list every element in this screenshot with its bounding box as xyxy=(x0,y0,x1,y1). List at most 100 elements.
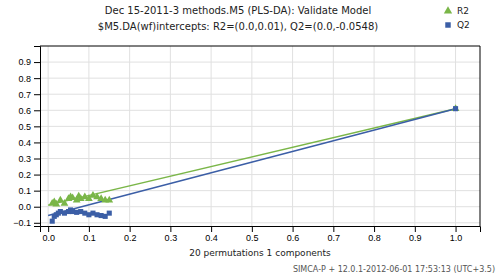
tick-label: 0.8 xyxy=(368,233,381,243)
grid-line xyxy=(40,222,480,223)
tick-label: 0.0 xyxy=(18,202,31,212)
tick-mark xyxy=(34,110,40,111)
legend-entry: Q2 xyxy=(457,20,470,30)
tick-label: 0.6 xyxy=(287,233,300,243)
tick: 0.5 xyxy=(18,122,40,132)
grid-line xyxy=(40,142,480,143)
tick-mark xyxy=(34,175,40,176)
tick-mark xyxy=(48,226,49,232)
line xyxy=(48,109,455,216)
tick-label: 0.7 xyxy=(18,90,31,100)
frame xyxy=(480,46,481,226)
tick: −0.1 xyxy=(13,218,40,228)
legend-symbol xyxy=(445,22,450,27)
tick-mark xyxy=(456,226,457,232)
tick-mark xyxy=(211,226,212,232)
tick: 0.9 xyxy=(18,57,40,67)
tick-label: 0.9 xyxy=(409,233,422,243)
frame xyxy=(40,46,480,47)
tick-label: 0.7 xyxy=(328,233,341,243)
tick-label: 0.2 xyxy=(124,233,137,243)
grid-line xyxy=(374,46,375,226)
tick-mark xyxy=(89,226,90,232)
grid-line xyxy=(48,46,49,226)
grid-line xyxy=(40,110,480,111)
tick-label: 0.5 xyxy=(246,233,259,243)
tick-mark xyxy=(34,191,40,192)
point xyxy=(50,219,55,224)
tick: 0.9 xyxy=(409,226,422,243)
tick-mark xyxy=(34,126,40,127)
axis-domain xyxy=(34,47,41,227)
tick: 0.6 xyxy=(18,106,40,116)
tick: 0.0 xyxy=(42,226,55,243)
grid-line xyxy=(40,126,480,127)
legend-symbol xyxy=(444,6,452,13)
line xyxy=(48,109,455,205)
tick: 0.7 xyxy=(18,90,40,100)
chart: 0.0 0.1 0.2 0.3 0.4 0.5 0.6 0.7 0.8 0.9 1.0 −0.1 0.0… xyxy=(0,0,500,276)
tick: 0.2 xyxy=(18,170,40,180)
tick-label: 0.3 xyxy=(165,233,178,243)
tick-label: 0.1 xyxy=(83,233,96,243)
grid-line xyxy=(40,62,480,63)
tick-mark xyxy=(34,94,40,95)
tick-label: 1.0 xyxy=(450,233,463,243)
grid-line xyxy=(292,46,293,226)
tick-mark xyxy=(130,226,131,232)
axis-domain xyxy=(41,227,481,233)
tick: 1.0 xyxy=(450,226,463,243)
grid-line xyxy=(170,46,171,226)
tick-mark xyxy=(34,62,40,63)
point xyxy=(107,211,112,216)
tick-label: 0.9 xyxy=(18,57,31,67)
tick: 0.8 xyxy=(368,226,381,243)
grid-line xyxy=(333,46,334,226)
tick-mark xyxy=(293,226,294,232)
tick-mark xyxy=(34,142,40,143)
grid xyxy=(40,46,480,226)
tick-label: 0.3 xyxy=(18,154,31,164)
tick-mark xyxy=(333,226,334,232)
tick: 0.3 xyxy=(18,154,40,164)
grid-line xyxy=(129,46,130,226)
legend-entry: R2 xyxy=(457,6,469,16)
tick: 0.0 xyxy=(18,202,40,212)
tick: 0.5 xyxy=(246,226,259,243)
tick-label: −0.1 xyxy=(13,218,31,228)
tick: 0.8 xyxy=(18,74,40,84)
tick: 0.1 xyxy=(18,186,40,196)
plot: 0.0 0.1 0.2 0.3 0.4 0.5 0.6 0.7 0.8 0.9 1.0 −0.1 0.0… xyxy=(13,46,480,243)
tick: 0.4 xyxy=(18,138,40,148)
grid-line xyxy=(251,46,252,226)
legend: R2Q2 xyxy=(444,6,470,30)
grid-line xyxy=(40,206,480,207)
marks xyxy=(48,104,459,224)
x-axis: 0.0 0.1 0.2 0.3 0.4 0.5 0.6 0.7 0.8 0.9 1.0 xyxy=(41,226,481,243)
tick: 0.4 xyxy=(205,226,218,243)
grid-line xyxy=(40,174,480,175)
subtitle: $M5.DA(wf)intercepts: R2=(0.0,0.01), Q2=… xyxy=(98,21,379,32)
grid-line xyxy=(40,94,480,95)
tick-mark xyxy=(374,226,375,232)
tick-label: 0.5 xyxy=(18,122,31,132)
tick: 0.7 xyxy=(328,226,341,243)
tick-mark xyxy=(415,226,416,232)
tick-mark xyxy=(34,223,40,224)
grid-line xyxy=(414,46,415,226)
title: Dec 15-2011-3 methods.M5 (PLS-DA): Valid… xyxy=(105,5,371,16)
tick-label: 0.1 xyxy=(18,186,31,196)
tick-label: 0.8 xyxy=(18,74,31,84)
tick-mark xyxy=(34,159,40,160)
tick-label: 0.6 xyxy=(18,106,31,116)
point xyxy=(452,104,460,111)
tick-mark xyxy=(170,226,171,232)
tick: 0.1 xyxy=(83,226,96,243)
tick-label: 0.4 xyxy=(18,138,31,148)
tick: 0.6 xyxy=(287,226,300,243)
tick: 0.3 xyxy=(165,226,178,243)
x-axis-title: 20 permutations 1 components xyxy=(189,248,331,258)
tick-label: 0.0 xyxy=(42,233,55,243)
tick: 0.2 xyxy=(124,226,137,243)
annotation: SIMCA-P + 12.0.1-2012-06-01 17:53:13 (UT… xyxy=(293,265,495,274)
